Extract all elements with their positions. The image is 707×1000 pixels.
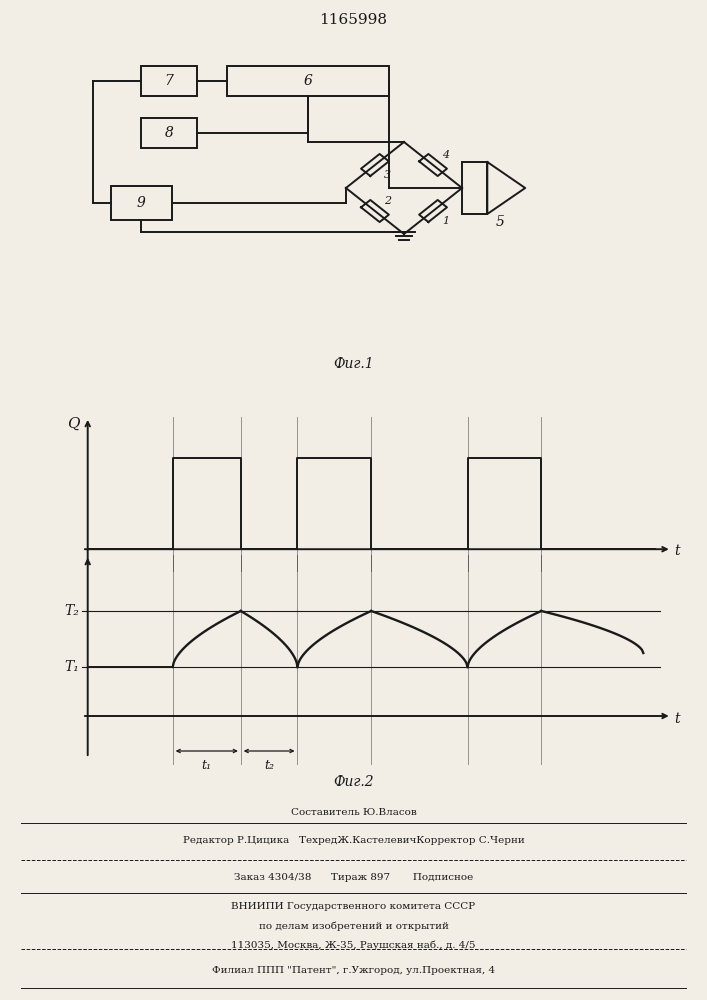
Text: Фиг.2: Фиг.2 (333, 776, 374, 790)
Text: 9: 9 (137, 196, 146, 210)
Text: t₂: t₂ (264, 759, 274, 772)
Text: по делам изобретений и открытий: по делам изобретений и открытий (259, 921, 448, 931)
Text: 2: 2 (384, 196, 391, 206)
Text: 113035, Москва, Ж-35, Раушская наб., д. 4/5: 113035, Москва, Ж-35, Раушская наб., д. … (231, 941, 476, 950)
Text: 1165998: 1165998 (320, 13, 387, 27)
Bar (227, 66, 389, 96)
Text: Q: Q (66, 416, 79, 430)
Text: ВНИИПИ Государственного комитета СССР: ВНИИПИ Государственного комитета СССР (231, 902, 476, 911)
Bar (141, 118, 197, 148)
Text: 4: 4 (442, 150, 449, 160)
Text: 7: 7 (165, 74, 174, 88)
Bar (141, 66, 197, 96)
Text: t: t (674, 712, 680, 726)
Text: Фиг.1: Фиг.1 (333, 357, 374, 371)
Text: 3: 3 (384, 170, 391, 180)
Text: Заказ 4304/38      Тираж 897       Подписное: Заказ 4304/38 Тираж 897 Подписное (234, 873, 473, 882)
Text: t₁: t₁ (201, 759, 212, 772)
Text: 1: 1 (442, 216, 449, 226)
Text: Составитель Ю.Власов: Составитель Ю.Власов (291, 808, 416, 817)
Text: T₂: T₂ (64, 604, 79, 618)
Bar (111, 186, 172, 220)
Text: 6: 6 (303, 74, 312, 88)
Text: T₁: T₁ (64, 660, 79, 674)
Bar (462, 162, 487, 214)
Text: t: t (674, 544, 680, 558)
Text: Редактор Р.Цицика   ТехредЖ.КастелевичКорректор С.Черни: Редактор Р.Цицика ТехредЖ.КастелевичКорр… (182, 836, 525, 845)
Text: 8: 8 (165, 126, 174, 140)
Text: Филиал ППП "Патент", г.Ужгород, ул.Проектная, 4: Филиал ППП "Патент", г.Ужгород, ул.Проек… (212, 966, 495, 975)
Text: 5: 5 (496, 215, 504, 229)
